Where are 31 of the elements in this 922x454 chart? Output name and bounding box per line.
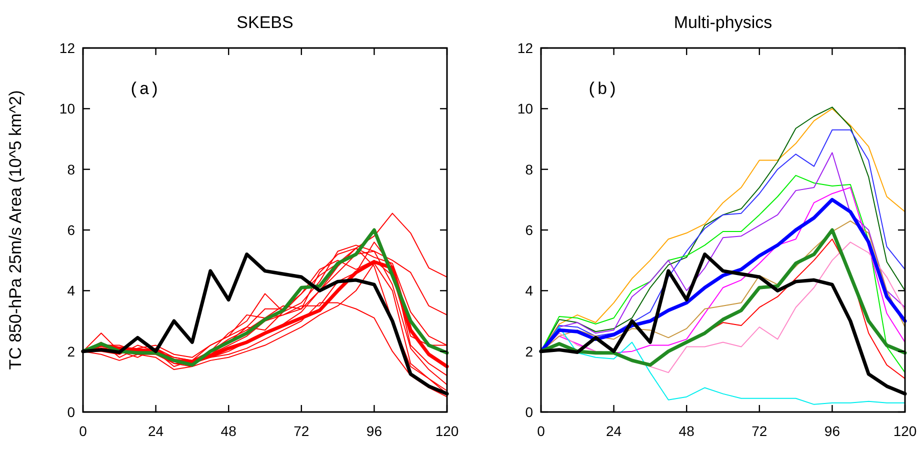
- x-tick-label: 0: [79, 423, 88, 439]
- x-tick-label: 0: [537, 423, 546, 439]
- x-tick-label: 72: [752, 423, 768, 439]
- y-tick-label: 8: [525, 161, 534, 178]
- x-tick-label: 48: [678, 423, 695, 439]
- x-tick-label: 24: [148, 423, 164, 439]
- x-tick-label: 24: [606, 423, 622, 439]
- y-tick-label: 8: [67, 161, 76, 178]
- y-tick-label: 4: [67, 282, 76, 299]
- annotation: (b): [587, 81, 618, 100]
- x-tick-label: 120: [435, 423, 459, 439]
- chart-title: Multi-physics: [674, 13, 772, 32]
- y-axis-title: TC 850-hPa 25m/s Area (10^5 km^2): [6, 90, 25, 370]
- x-tick-label: 96: [824, 423, 840, 439]
- x-tick-label: 72: [294, 423, 310, 439]
- y-tick-label: 0: [525, 404, 534, 420]
- y-tick-label: 2: [525, 343, 534, 360]
- y-tick-label: 12: [59, 40, 76, 56]
- y-tick-label: 6: [67, 222, 76, 238]
- x-tick-label: 120: [893, 423, 917, 439]
- chart-title: SKEBS: [236, 13, 294, 32]
- y-tick-label: 10: [517, 100, 534, 117]
- y-tick-label: 12: [517, 40, 534, 56]
- y-tick-label: 10: [59, 100, 76, 117]
- y-tick-label: 2: [67, 343, 76, 360]
- y-tick-label: 0: [67, 404, 76, 420]
- x-tick-label: 48: [220, 423, 237, 439]
- annotation: (a): [129, 81, 160, 100]
- y-tick-label: 6: [525, 222, 534, 238]
- y-tick-label: 4: [525, 282, 534, 299]
- x-tick-label: 96: [366, 423, 382, 439]
